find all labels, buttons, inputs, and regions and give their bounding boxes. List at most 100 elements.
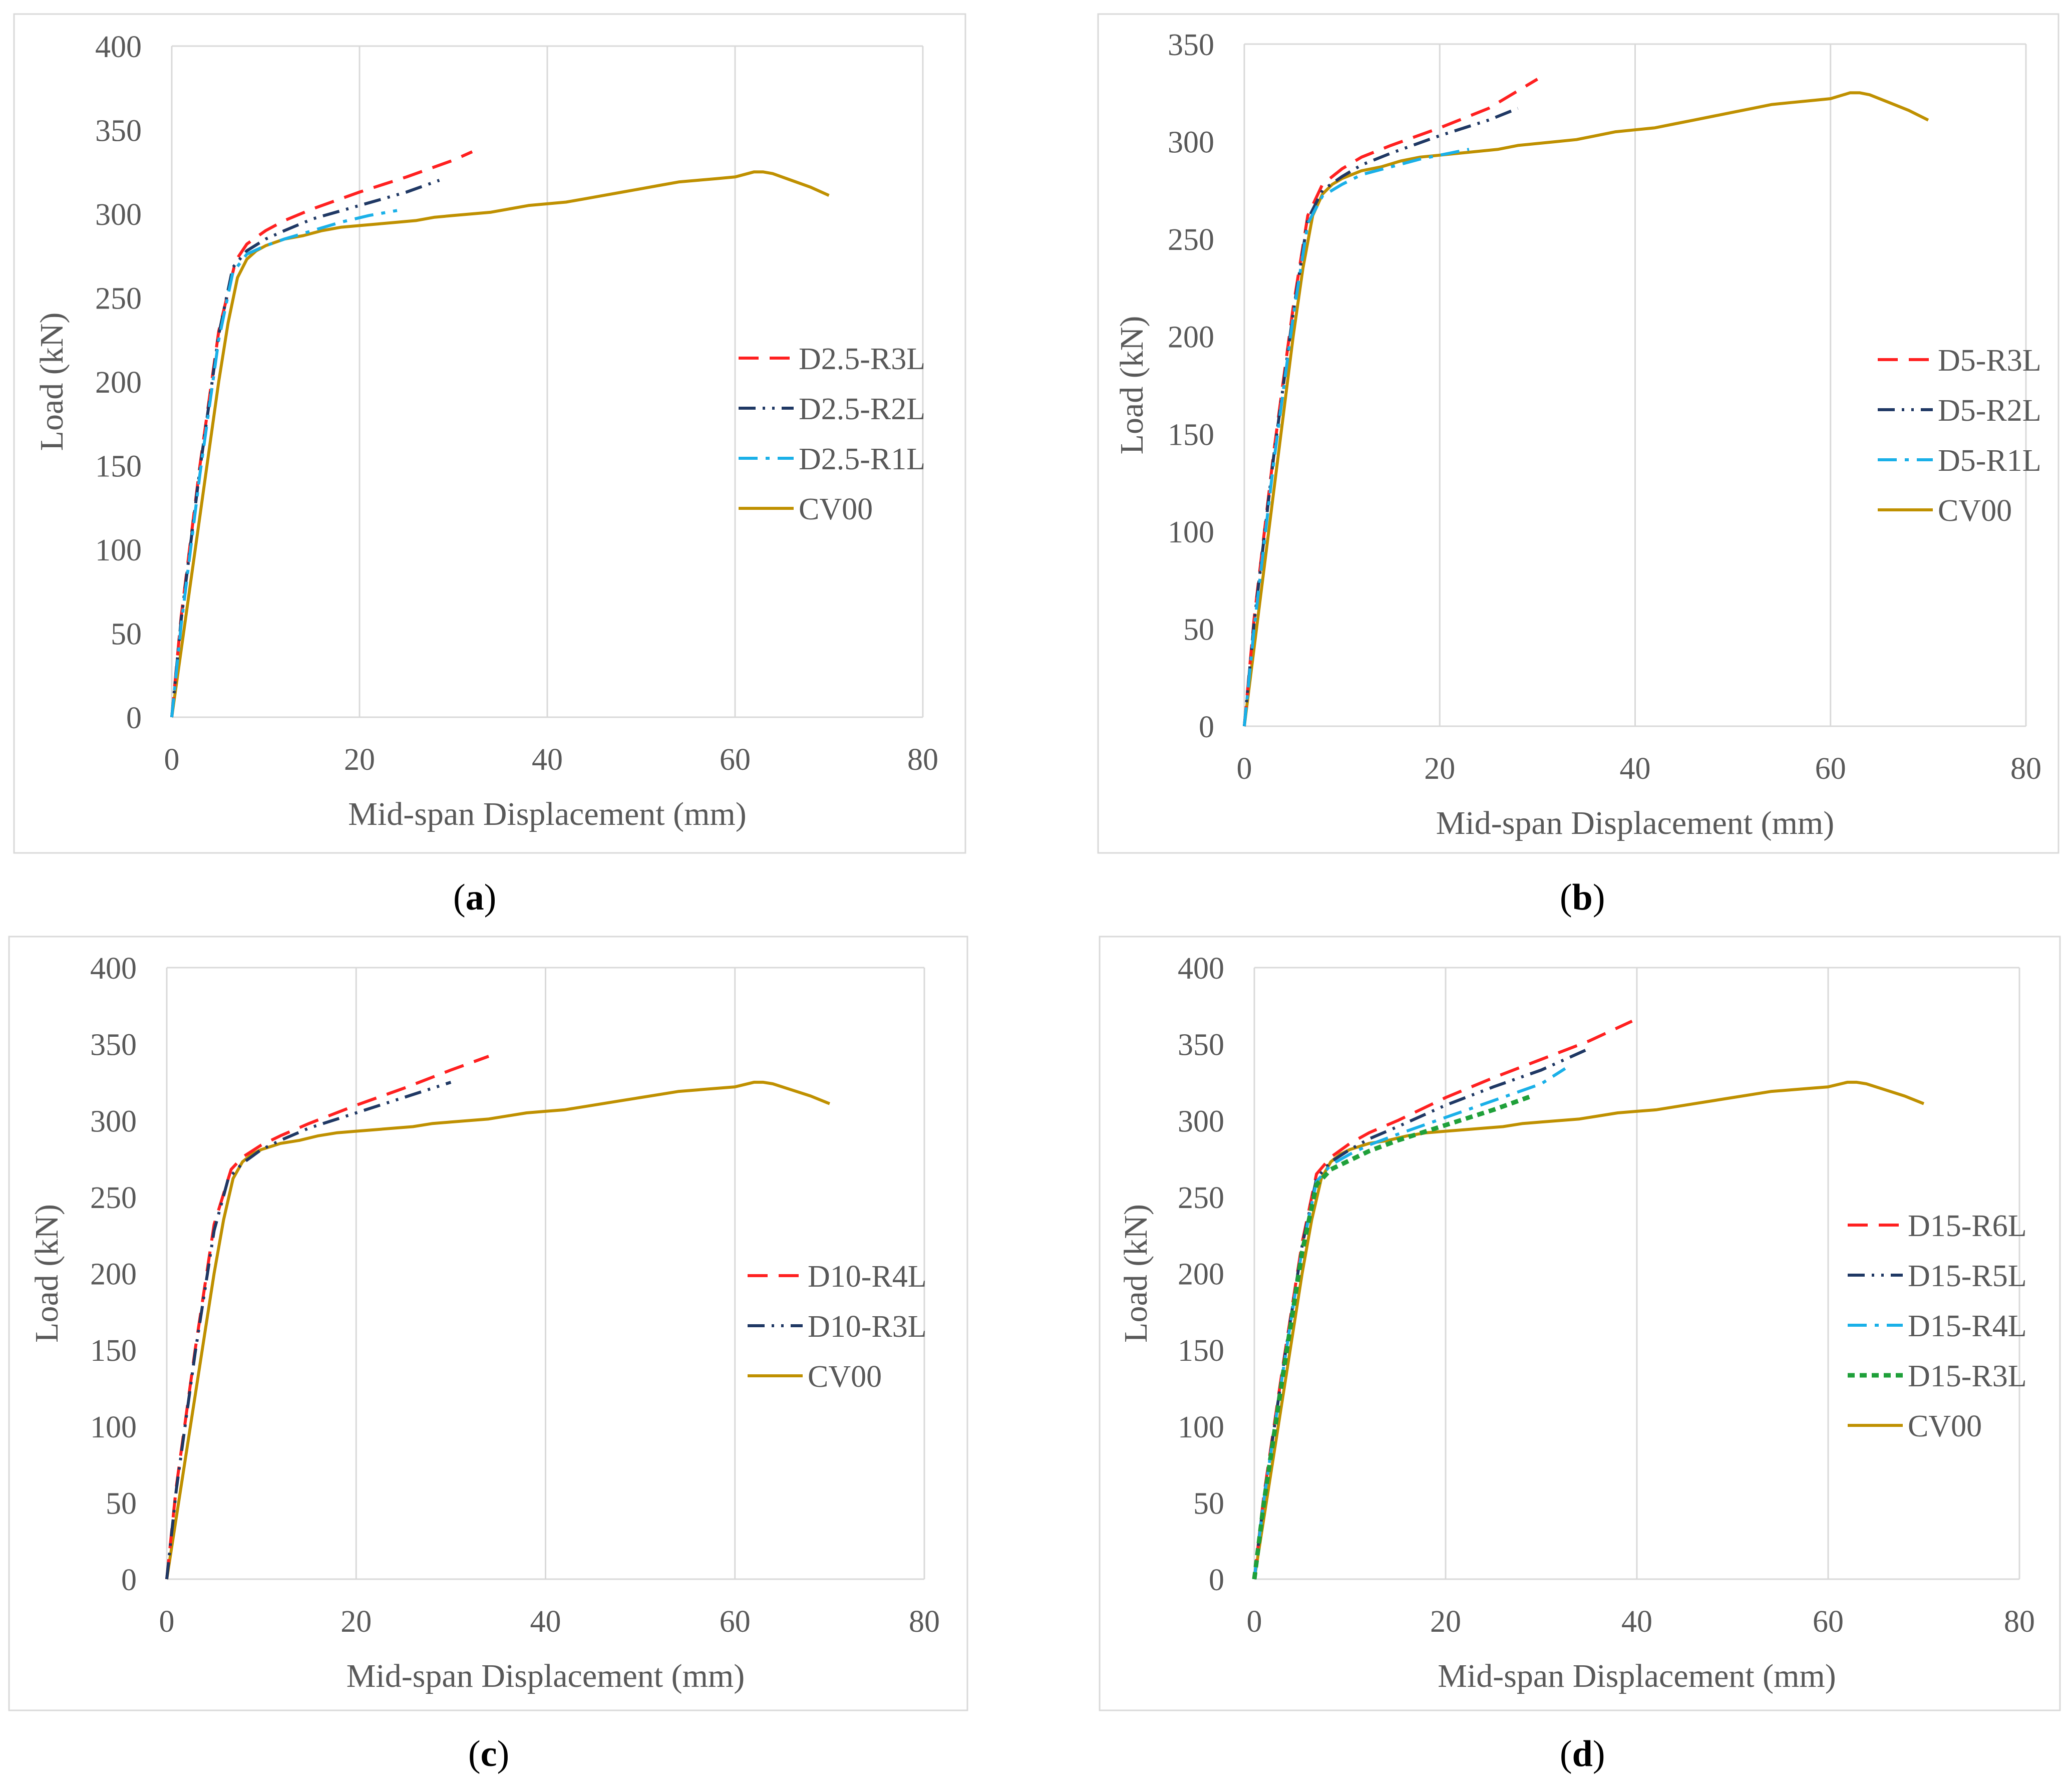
x-tick-label: 0 [1237,752,1252,786]
y-tick-label: 100 [95,533,142,567]
y-axis-title: Load (kN) [1118,1204,1154,1343]
legend-label: D15-R4L [1908,1309,2027,1343]
y-tick-label: 100 [1178,1410,1224,1444]
legend-label: CV00 [1938,494,2012,528]
series-line-cv00 [1253,1080,1925,1580]
x-tick-label: 0 [164,743,180,777]
y-tick-label: 300 [90,1104,137,1138]
x-axis-title: Mid-span Displacement (mm) [347,1658,745,1694]
caption-c: (c) [468,1733,510,1774]
legend-label: CV00 [799,492,873,526]
legend-label: D5-R1L [1938,444,2041,478]
x-tick-label: 0 [159,1605,175,1639]
series-line-cv00 [170,170,830,718]
x-axis-title: Mid-span Displacement (mm) [348,796,746,832]
y-tick-label: 0 [121,1563,137,1597]
y-tick-label: 400 [1178,952,1224,986]
y-tick-label: 150 [95,450,142,484]
x-axis-title: Mid-span Displacement (mm) [1438,1658,1836,1694]
legend-label: D15-R3L [1908,1359,2027,1393]
y-tick-label: 400 [95,30,142,64]
chart-panel-d: 0 20 40 60 80 0 50 100 150 200 250 300 350 400 Mid-spa… [1099,936,2061,1711]
y-tick-label: 150 [1178,1334,1224,1368]
y-tick-label: 50 [106,1486,137,1521]
chart-frame [1097,13,2059,854]
y-tick-label: 150 [90,1334,137,1368]
x-tick-label: 80 [907,743,938,777]
caption-d-label: d [1572,1733,1593,1774]
y-tick-label: 50 [1193,1486,1224,1521]
series-line-d15-r5l [1253,1047,1590,1580]
x-tick-label: 60 [1813,1605,1844,1639]
y-axis-title: Load (kN) [1114,316,1150,455]
caption-c-label: c [480,1733,497,1774]
y-tick-label: 150 [1168,418,1214,452]
caption-b: (b) [1560,877,1605,918]
y-tick-label: 0 [126,701,142,735]
x-tick-label: 80 [2004,1605,2035,1639]
y-tick-label: 50 [111,618,142,652]
y-tick-label: 250 [95,282,142,316]
legend-label: D2.5-R3L [799,342,925,376]
x-tick-label: 0 [1247,1605,1262,1639]
y-tick-label: 200 [1178,1258,1224,1292]
chart-frame [8,936,968,1711]
y-tick-label: 350 [1178,1028,1224,1062]
y-tick-label: 350 [90,1028,137,1062]
chart-panel-c: 0 20 40 60 80 0 50 100 150 200 250 300 350 400 Mid-spa… [8,936,968,1711]
y-tick-label: 0 [1209,1563,1224,1597]
x-tick-label: 60 [720,743,751,777]
x-tick-label: 20 [344,743,375,777]
x-tick-label: 60 [1815,752,1846,786]
x-tick-label: 40 [530,1605,561,1639]
y-tick-label: 200 [90,1258,137,1292]
x-tick-label: 80 [909,1605,940,1639]
series-line-d2-5-r1l [170,209,398,718]
y-tick-label: 0 [1199,710,1214,744]
legend-label: D2.5-R1L [799,442,925,476]
x-tick-label: 20 [340,1605,372,1639]
legend-label: D2.5-R2L [799,392,925,426]
legend-label: D10-R3L [808,1310,927,1344]
x-tick-label: 60 [720,1605,751,1639]
series-line-d15-r3l [1252,1094,1533,1580]
series-line-d5-r1l [1243,148,1470,727]
y-tick-label: 350 [1168,28,1214,62]
y-tick-label: 400 [90,952,137,986]
y-tick-label: 300 [1178,1104,1224,1138]
y-tick-label: 250 [1168,223,1214,257]
caption-d: (d) [1560,1733,1605,1774]
y-axis-title: Load (kN) [29,1204,65,1343]
y-tick-label: 300 [1168,126,1214,160]
x-tick-label: 80 [2010,752,2041,786]
y-axis-title: Load (kN) [34,313,70,451]
chart-panel-b: 0 20 40 60 80 0 50 100 150 200 250 300 350 Mid-span D… [1097,13,2059,854]
y-tick-label: 100 [90,1410,137,1444]
caption-a: (a) [453,877,497,918]
caption-b-label: b [1572,877,1593,918]
x-tick-label: 40 [1620,752,1651,786]
series-line-cv00 [165,1080,831,1580]
x-tick-label: 20 [1424,752,1455,786]
series-line-d5-r3l [1243,78,1538,727]
series-line-d10-r3l [165,1081,452,1580]
legend-label: D5-R2L [1938,394,2041,428]
x-tick-label: 40 [532,743,563,777]
legend-label: D15-R5L [1908,1259,2027,1293]
x-tick-label: 40 [1621,1605,1652,1639]
chart-frame [13,13,966,854]
y-tick-label: 200 [95,366,142,400]
y-tick-label: 300 [95,198,142,232]
x-tick-label: 20 [1430,1605,1461,1639]
y-tick-label: 200 [1168,321,1214,355]
x-axis-title: Mid-span Displacement (mm) [1436,805,1834,841]
legend-label: D5-R3L [1938,344,2041,378]
y-tick-label: 250 [90,1181,137,1215]
legend-label: CV00 [808,1360,882,1394]
y-tick-label: 50 [1183,613,1214,647]
legend-label: D10-R4L [808,1260,927,1294]
y-tick-label: 350 [95,114,142,148]
legend-label: D15-R6L [1908,1209,2027,1243]
legend-label: CV00 [1908,1409,1982,1443]
